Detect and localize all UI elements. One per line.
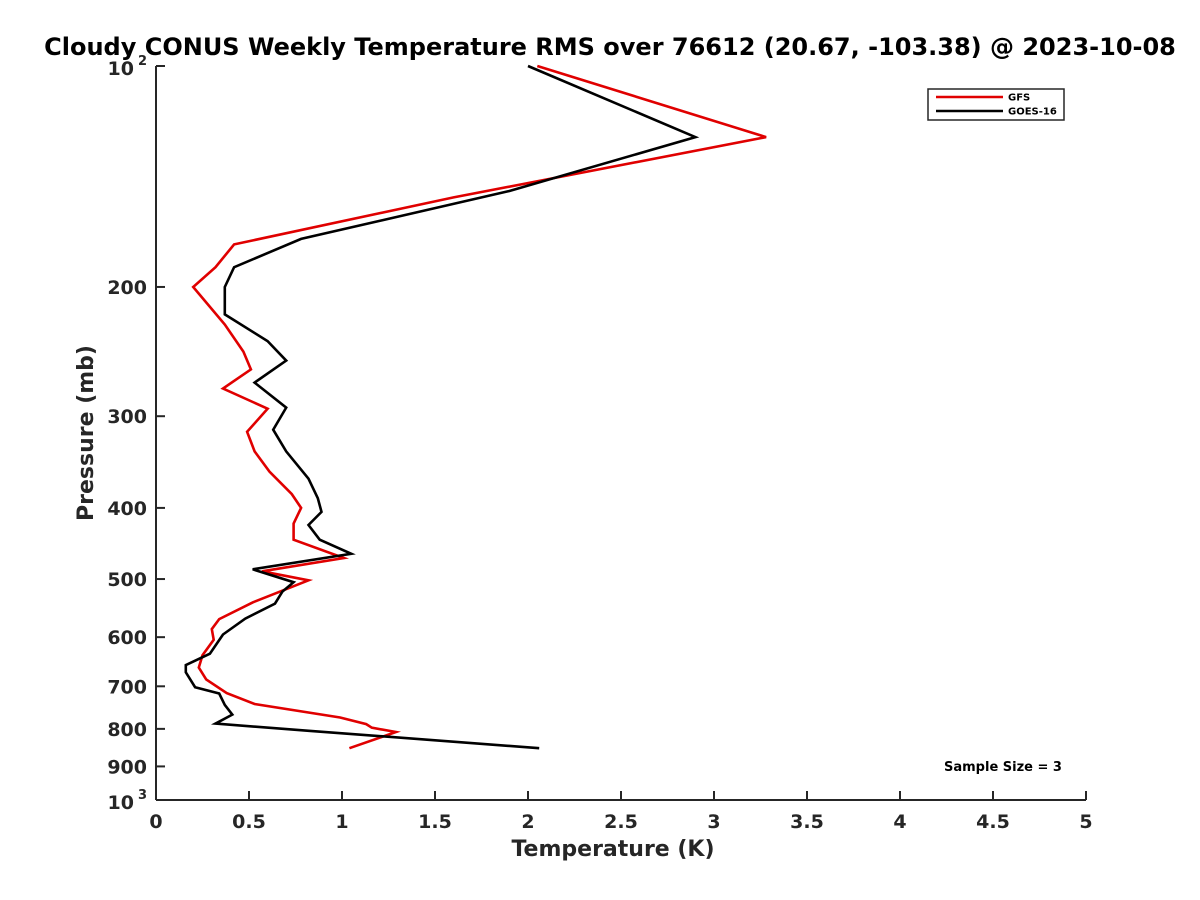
x-tick-label: 3.5	[790, 811, 824, 833]
x-tick-label: 1.5	[418, 811, 452, 833]
x-tick-label: 2	[521, 811, 534, 833]
y-tick-label: 500	[107, 569, 147, 591]
y-tick-label: 900	[107, 756, 147, 778]
y-axis-label: Pressure (mb)	[74, 345, 99, 521]
chart-title: Cloudy CONUS Weekly Temperature RMS over…	[44, 33, 1176, 61]
x-tick-label: 2.5	[604, 811, 638, 833]
x-tick-label: 0	[149, 811, 162, 833]
y-tick-label: 600	[107, 627, 147, 649]
y-tick-label: 300	[107, 406, 147, 428]
series-line-gfs	[191, 64, 767, 750]
x-tick-label: 4.5	[976, 811, 1010, 833]
y-ticks: 10 2 200 300 400 500 600 700 800 900 10 3	[107, 54, 165, 814]
x-ticks: 0 0.5 1 1.5 2 2.5 3 3.5 4 4.5 5	[149, 791, 1093, 833]
y-tick-label: 400	[107, 498, 147, 520]
y-tick-exponent: 3	[138, 788, 147, 803]
x-tick-label: 3	[707, 811, 720, 833]
legend-label-gfs: GFS	[1008, 93, 1030, 104]
legend-label-goes-16: GOES-16	[1008, 107, 1057, 118]
x-tick-label: 0.5	[232, 811, 266, 833]
y-tick-label: 800	[107, 719, 147, 741]
y-tick-label: 200	[107, 277, 147, 299]
x-tick-label: 4	[893, 811, 906, 833]
legend-box	[927, 88, 1065, 121]
series-line-goes-16	[184, 64, 700, 750]
y-tick-label: 10	[108, 58, 134, 80]
y-tick-base: 10	[108, 792, 134, 814]
sample-size-annotation: Sample Size = 3	[944, 760, 1062, 775]
x-tick-label: 1	[335, 811, 348, 833]
y-tick-base: 10	[108, 58, 134, 80]
y-tick-label: 700	[107, 676, 147, 698]
x-axis-label: Temperature (K)	[511, 837, 714, 862]
x-tick-label: 5	[1079, 811, 1092, 833]
y-tick-label: 10	[108, 792, 134, 814]
y-tick-exponent: 2	[138, 54, 147, 69]
legend: GFS GOES-16	[927, 88, 1065, 121]
series-layer	[184, 64, 767, 750]
